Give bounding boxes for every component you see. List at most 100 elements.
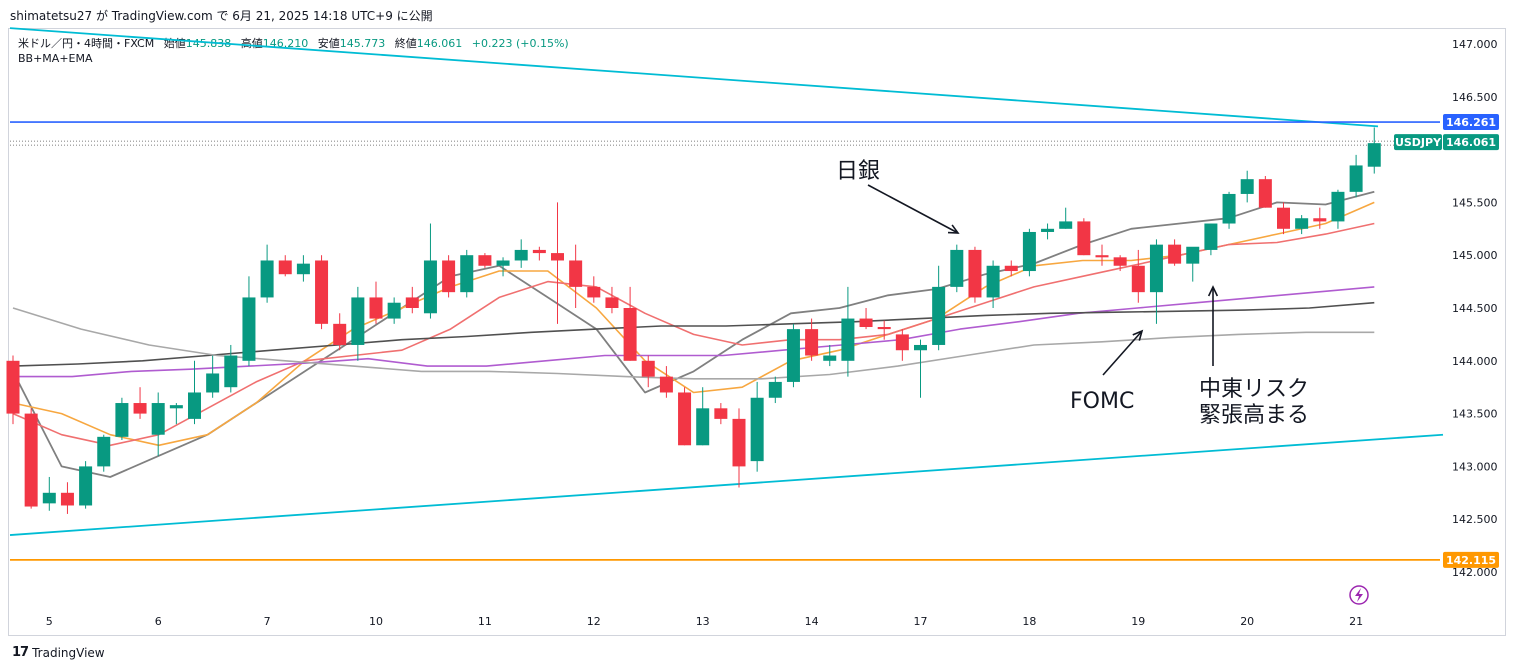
- candle-body: [369, 297, 383, 319]
- candle-body: [569, 260, 583, 287]
- candle-body: [659, 376, 673, 393]
- candle: [1277, 202, 1290, 235]
- symbol-tag-badge-bg: [1394, 134, 1442, 151]
- x-tick-label: 19: [1131, 615, 1145, 628]
- candle: [986, 260, 1000, 308]
- last-price-badge-bg: [1443, 134, 1499, 151]
- candle: [1059, 207, 1073, 229]
- x-tick-label: 17: [914, 615, 928, 628]
- candle: [442, 255, 456, 298]
- x-tick-label: 7: [264, 615, 271, 628]
- candle: [532, 246, 546, 261]
- y-tick-label: 144.500: [1452, 302, 1498, 315]
- candle: [242, 276, 256, 367]
- candle: [551, 202, 564, 324]
- candle-body: [60, 492, 74, 506]
- candle: [1367, 127, 1381, 174]
- candle-body: [333, 323, 347, 345]
- candle: [278, 255, 292, 277]
- candle-body: [1222, 193, 1236, 224]
- close-label: 終値: [394, 37, 417, 50]
- arrow-boj: [867, 184, 960, 234]
- support-price-badge-bg: [1443, 551, 1499, 568]
- candle-body: [859, 318, 873, 328]
- candle: [369, 281, 383, 324]
- candle-body: [1313, 218, 1327, 222]
- candle-body: [968, 249, 982, 298]
- candle: [1077, 218, 1091, 256]
- candle-body: [1240, 179, 1254, 194]
- candle: [1149, 239, 1163, 324]
- candle-body: [1258, 179, 1272, 208]
- candle: [1258, 176, 1272, 208]
- candle-body: [351, 297, 365, 345]
- indicator-line-ema_red: [12, 222, 1375, 447]
- candle: [97, 434, 111, 472]
- candle: [351, 286, 365, 361]
- candle: [423, 223, 437, 319]
- candle: [1131, 249, 1145, 303]
- change-value: +0.223 (+0.15%): [471, 37, 569, 50]
- candle: [877, 320, 891, 340]
- candle-body: [786, 329, 800, 382]
- indicator-legend[interactable]: BB+MA+EMA: [18, 52, 93, 65]
- candle: [1113, 255, 1127, 272]
- candle: [696, 387, 710, 446]
- annotation-mideast-2: 緊張高まる: [1199, 403, 1309, 428]
- candle: [1295, 215, 1309, 235]
- close-value: 146.061: [416, 37, 463, 50]
- candle-body: [551, 253, 564, 261]
- candle-body: [1349, 165, 1363, 192]
- y-tick-label: 143.000: [1452, 460, 1498, 473]
- candle-body: [278, 260, 292, 275]
- candle-body: [732, 418, 746, 467]
- candle: [1022, 228, 1036, 277]
- candle: [460, 249, 474, 298]
- candle-body: [932, 286, 946, 345]
- candle-body: [387, 302, 401, 319]
- candle-body: [986, 265, 1000, 298]
- candle: [1186, 246, 1200, 282]
- candle: [932, 265, 946, 351]
- candle: [1240, 170, 1254, 203]
- y-tick-label: 145.500: [1452, 196, 1498, 209]
- arrow-fomc-head: [1132, 329, 1144, 341]
- candle-body: [6, 360, 20, 414]
- candle: [1331, 189, 1345, 229]
- candle-body: [115, 403, 129, 437]
- candle: [79, 461, 93, 509]
- candle-body: [296, 263, 310, 275]
- candle: [60, 482, 74, 514]
- tradingview-footer[interactable]: 17 TradingView: [12, 645, 105, 660]
- candle-body: [460, 255, 474, 293]
- candle: [151, 392, 165, 456]
- candle: [24, 408, 38, 509]
- candle-body: [514, 249, 528, 261]
- indicator-line-bb_gray: [12, 307, 1375, 380]
- symbol-name[interactable]: 米ドル／円・4時間・FXCM: [18, 37, 155, 50]
- candle-body: [315, 260, 329, 324]
- low-label: 安値: [317, 37, 340, 50]
- candle: [1313, 207, 1327, 229]
- upper-trendline: [9, 27, 1379, 128]
- x-tick-label: 18: [1022, 615, 1036, 628]
- candle: [514, 239, 528, 268]
- candle: [1222, 191, 1236, 229]
- candle-body: [587, 286, 601, 298]
- candle-body: [914, 344, 927, 351]
- candle-body: [750, 397, 764, 462]
- candle: [42, 476, 56, 511]
- y-tick-label: 142.000: [1452, 566, 1498, 579]
- candle-body: [496, 260, 510, 266]
- candle: [587, 276, 601, 303]
- support-price-badge: 142.115: [1443, 551, 1499, 568]
- candle-body: [1295, 218, 1309, 229]
- x-tick-label: 10: [369, 615, 383, 628]
- support-price-badge-text: 142.115: [1446, 554, 1496, 567]
- chart-frame: [8, 28, 1506, 636]
- x-tick-label: 11: [478, 615, 492, 628]
- candle: [315, 255, 329, 330]
- candle: [296, 255, 310, 282]
- candle: [786, 323, 800, 388]
